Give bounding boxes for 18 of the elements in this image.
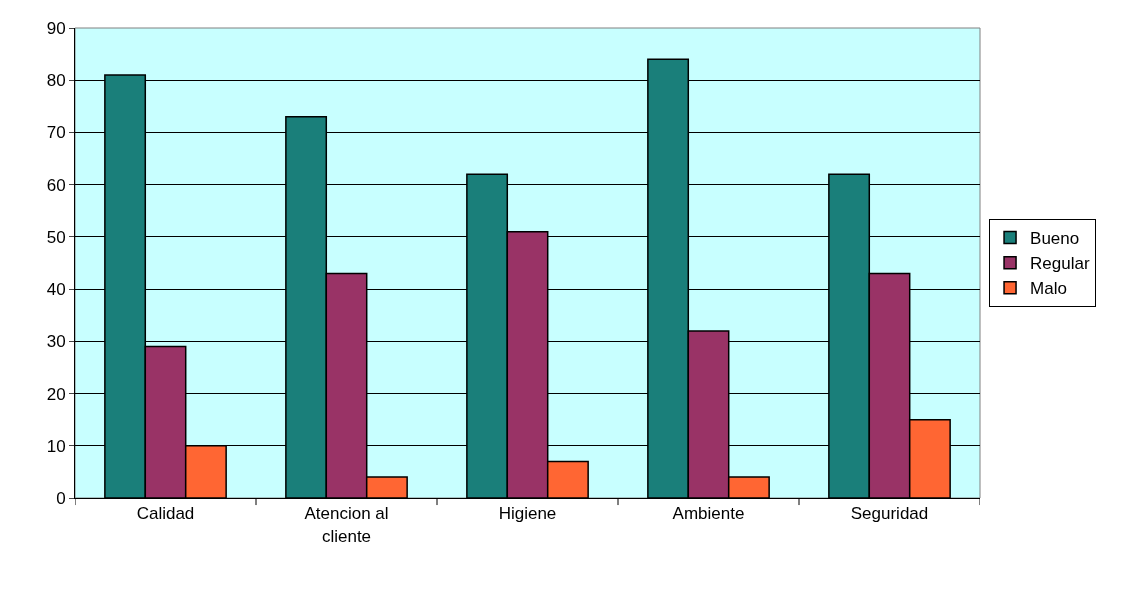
legend-label: Bueno	[1030, 229, 1080, 249]
legend-label: Regular	[1030, 254, 1090, 274]
y-tick-label: 20	[46, 384, 66, 404]
legend-label: Malo	[1030, 279, 1067, 299]
x-tick-label: Ambiente	[672, 504, 745, 524]
y-tick-label: 40	[46, 280, 66, 300]
y-tick-label: 80	[46, 71, 66, 91]
y-tick-label: 70	[46, 123, 66, 143]
y-tick-label: 90	[46, 18, 66, 38]
x-tick-label: Calidad	[136, 504, 195, 524]
x-tick-label: Atencion al cliente	[304, 504, 389, 546]
y-tick-label: 0	[56, 488, 66, 508]
y-tick-label: 60	[46, 175, 66, 195]
x-tick-label: Higiene	[498, 504, 557, 524]
y-tick-label: 50	[46, 227, 66, 247]
y-tick-label: 10	[46, 436, 66, 456]
x-tick-label: Seguridad	[850, 504, 929, 524]
y-tick-label: 30	[46, 332, 66, 352]
